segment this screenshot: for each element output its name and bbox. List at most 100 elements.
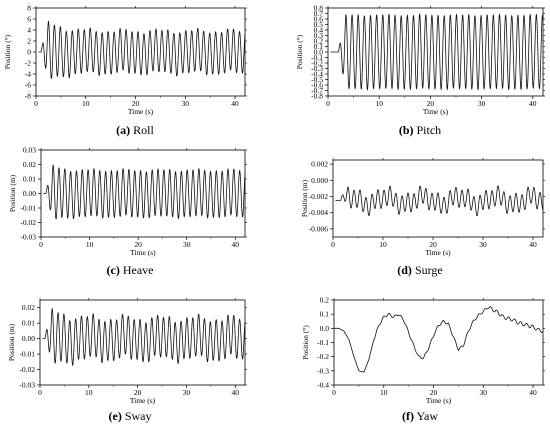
y-tick-label: 0.7 bbox=[314, 9, 324, 18]
y-tick-label: 8 bbox=[27, 4, 31, 13]
y-axis-title: Position (°) bbox=[3, 34, 12, 69]
y-tick-label: 0 bbox=[27, 48, 31, 57]
x-tick-label: 0 bbox=[326, 99, 330, 108]
y-tick-label: -4 bbox=[25, 70, 31, 79]
y-tick-label: -0.1 bbox=[317, 338, 329, 347]
y-tick-label: 0.00 bbox=[22, 334, 35, 343]
subplot-caption: (e) Sway bbox=[109, 409, 152, 423]
y-axis-title: Position (m) bbox=[300, 179, 309, 217]
subplot-caption: (a) Roll bbox=[116, 123, 154, 137]
caption-letter: (e) bbox=[109, 409, 122, 423]
x-tick-label: 40 bbox=[529, 99, 537, 108]
y-tick-label: -8 bbox=[25, 92, 31, 101]
y-tick-label: -0.02 bbox=[20, 218, 36, 227]
caption-letter: (d) bbox=[397, 263, 412, 277]
x-tick-label: 10 bbox=[375, 99, 383, 108]
series-line bbox=[335, 185, 544, 217]
subplot-1: 0 10 20 30 40 -8 -6 -4 -2 0 2 4 6 8 Time (s) Position (… bbox=[3, 4, 247, 137]
y-tick-label: -0.002 bbox=[309, 192, 329, 201]
caption-label: Surge bbox=[412, 263, 443, 277]
x-tick-label: 30 bbox=[183, 240, 191, 249]
y-axis-title: Position (°) bbox=[295, 34, 304, 69]
y-tick-label: 0.5 bbox=[314, 20, 324, 29]
subplot-caption: (b) Pitch bbox=[399, 123, 441, 137]
plot-frame bbox=[332, 159, 544, 238]
x-tick-label: 30 bbox=[479, 240, 487, 249]
caption-label: Heave bbox=[120, 263, 154, 277]
y-tick-label: -0.4 bbox=[311, 70, 323, 79]
y-tick-label: -0.7 bbox=[311, 86, 323, 95]
subplot-2: 0 10 20 30 40 -0.8-0.7-0.6-0.5-0.4-0.3-0.2-0.… bbox=[295, 4, 545, 137]
plot-frame bbox=[40, 149, 246, 238]
series-line bbox=[330, 13, 544, 91]
x-axis-title: Time (s) bbox=[130, 396, 156, 405]
y-tick-label: 0.1 bbox=[314, 42, 324, 51]
caption-letter: (a) bbox=[116, 123, 130, 137]
y-tick-label: -0.2 bbox=[317, 352, 329, 361]
x-tick-label: 30 bbox=[480, 388, 488, 397]
y-axis-title: Position (m) bbox=[7, 323, 16, 361]
y-tick-label: 0.3 bbox=[314, 31, 324, 40]
x-tick-label: 0 bbox=[39, 240, 43, 249]
subplot-5: 0 10 20 30 40 -0.03 -0.02 -0.01 0.00 0.01 0.02 Time… bbox=[7, 298, 247, 423]
series-line bbox=[42, 308, 246, 367]
caption-letter: (f) bbox=[402, 409, 414, 423]
y-tick-label: 0.02 bbox=[22, 303, 35, 312]
y-tick-label: -0.004 bbox=[309, 208, 329, 217]
x-tick-label: 30 bbox=[478, 99, 486, 108]
y-tick-label: -0.8 bbox=[311, 92, 323, 101]
x-tick-label: 20 bbox=[134, 240, 142, 249]
y-axis-title: Position (m) bbox=[8, 174, 17, 212]
subplot-4: 0 10 20 30 40 -0.006 -0.004 -0.002 0.000 0.002 Tim… bbox=[300, 158, 545, 277]
x-tick-label: 10 bbox=[86, 240, 94, 249]
y-tick-label: -0.02 bbox=[19, 365, 35, 374]
y-tick-label: -0.4 bbox=[317, 381, 329, 390]
caption-label: Sway bbox=[122, 409, 152, 423]
series-line bbox=[334, 306, 544, 373]
y-axis-title: Position (°) bbox=[301, 325, 310, 360]
x-tick-label: 40 bbox=[231, 388, 239, 397]
subplot-6: 0 10 20 30 40 -0.4 -0.3 -0.2 -0.1 0.0 0.1 0.2 Time (… bbox=[301, 296, 545, 423]
x-tick-label: 0 bbox=[332, 388, 336, 397]
x-tick-label: 10 bbox=[380, 388, 388, 397]
y-tick-label: 0.2 bbox=[320, 296, 330, 305]
x-tick-label: 10 bbox=[85, 388, 93, 397]
y-tick-label: 0.8 bbox=[314, 4, 324, 13]
y-tick-label: -2 bbox=[25, 59, 31, 68]
x-tick-label: 20 bbox=[134, 388, 142, 397]
x-tick-label: 10 bbox=[82, 99, 90, 108]
x-tick-label: 40 bbox=[529, 388, 537, 397]
caption-label: Yaw bbox=[414, 409, 438, 423]
subplot-caption: (f) Yaw bbox=[402, 409, 438, 423]
x-axis-title: Time (s) bbox=[425, 248, 451, 257]
x-axis-title: Time (s) bbox=[423, 107, 449, 116]
x-axis-title: Time (s) bbox=[426, 396, 452, 405]
y-tick-label: -0.2 bbox=[311, 59, 323, 68]
y-tick-label: 0.4 bbox=[314, 26, 324, 35]
x-tick-label: 0 bbox=[331, 240, 335, 249]
y-tick-label: -0.006 bbox=[309, 224, 329, 233]
y-tick-label: 0.03 bbox=[23, 146, 36, 155]
subplot-3: 0 10 20 30 40 -0.03 -0.02 -0.01 0.00 0.01 0.02 0.03… bbox=[8, 146, 247, 277]
x-tick-label: 0 bbox=[38, 388, 42, 397]
series-line bbox=[43, 164, 246, 220]
x-tick-label: 40 bbox=[232, 240, 240, 249]
subplot-caption: (c) Heave bbox=[107, 263, 154, 277]
y-tick-label: -0.1 bbox=[311, 53, 323, 62]
caption-label: Pitch bbox=[414, 123, 442, 137]
x-tick-label: 30 bbox=[183, 388, 191, 397]
x-tick-label: 30 bbox=[182, 99, 190, 108]
y-tick-label: 4 bbox=[27, 26, 31, 35]
y-tick-label: 0.00 bbox=[23, 189, 36, 198]
x-tick-label: 40 bbox=[529, 240, 537, 249]
caption-letter: (c) bbox=[107, 263, 120, 277]
y-tick-label: 0.0 bbox=[320, 324, 330, 333]
y-tick-label: -0.03 bbox=[20, 233, 36, 242]
y-tick-label: 0.01 bbox=[22, 319, 35, 328]
plot-frame bbox=[39, 299, 246, 386]
y-tick-label: -0.6 bbox=[311, 81, 323, 90]
y-tick-label: 0.02 bbox=[23, 160, 36, 169]
x-tick-label: 10 bbox=[379, 240, 387, 249]
y-tick-label: 0.0 bbox=[314, 48, 324, 57]
caption-letter: (b) bbox=[399, 123, 414, 137]
